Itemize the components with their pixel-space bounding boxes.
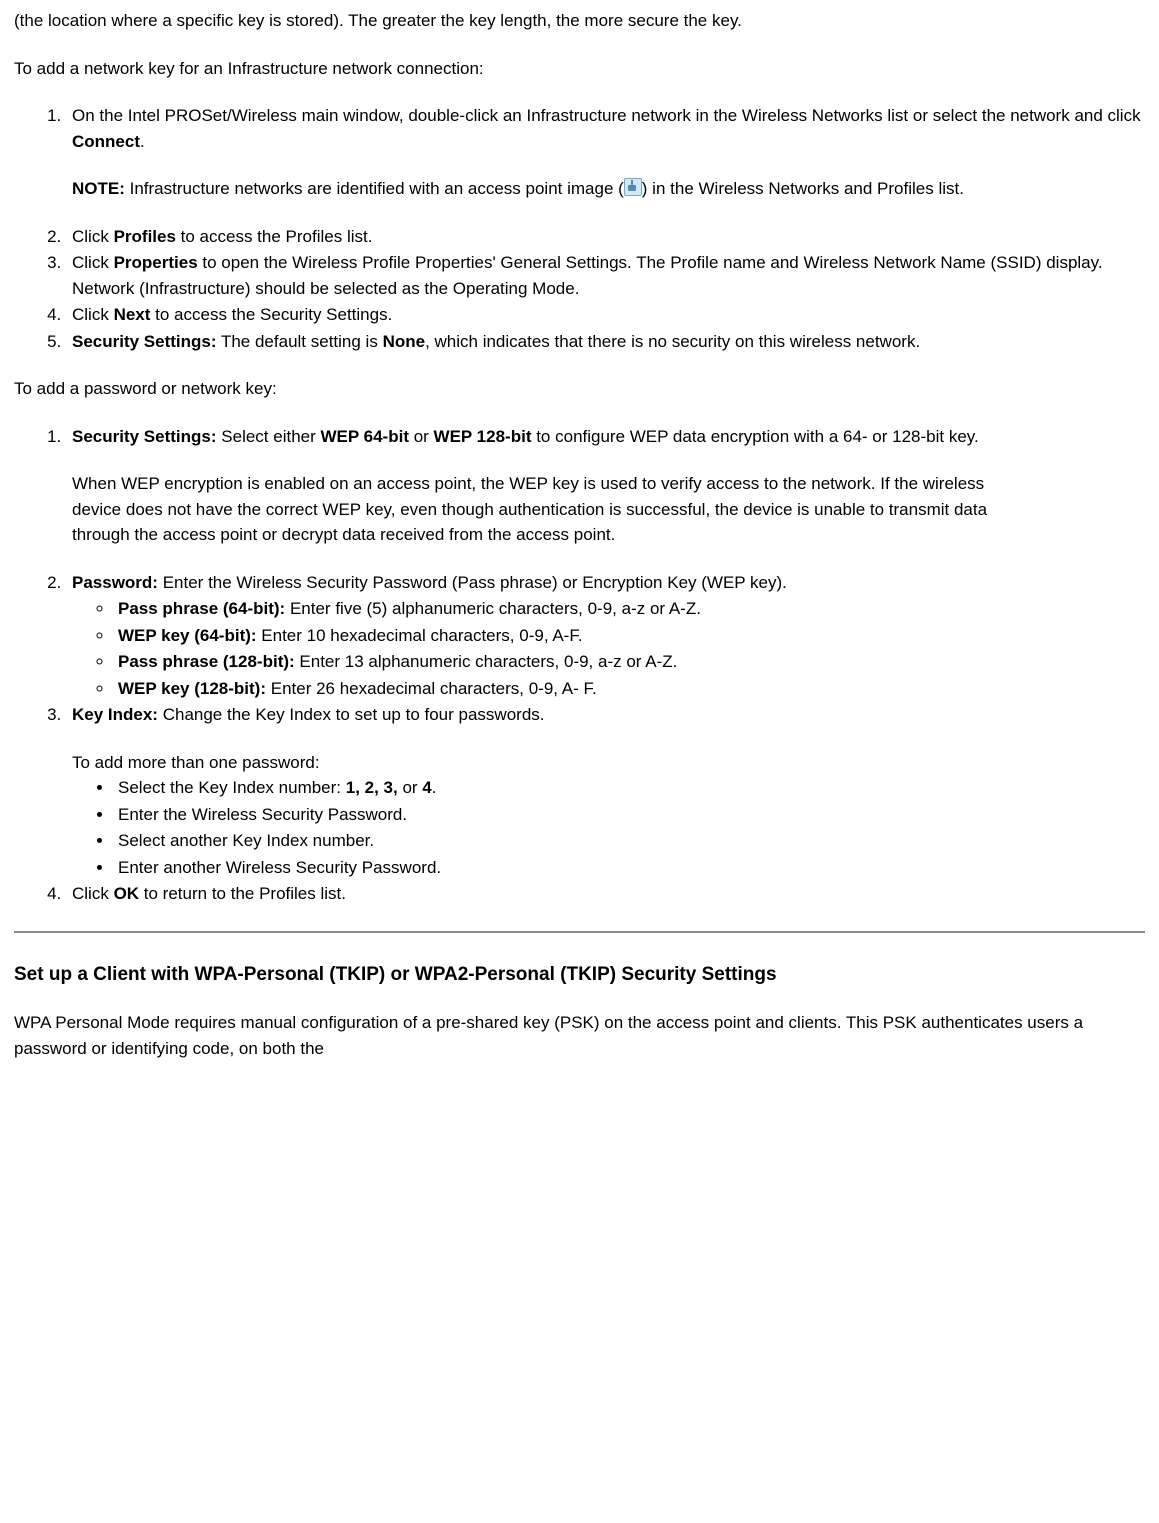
opt-wepkey-128: WEP key (128-bit): Enter 26 hexadecimal … xyxy=(114,676,1145,702)
infra-intro: To add a network key for an Infrastructu… xyxy=(14,56,1145,82)
opt-wepkey-64: WEP key (64-bit): Enter 10 hexadecimal c… xyxy=(114,623,1145,649)
pw-step-1-paragraph: When WEP encryption is enabled on an acc… xyxy=(72,471,992,548)
section-divider xyxy=(14,931,1145,933)
sub-enter-password: Enter the Wireless Security Password. xyxy=(114,802,1145,828)
opt-passphrase-128: Pass phrase (128-bit): Enter 13 alphanum… xyxy=(114,649,1145,675)
sub-enter-another: Enter another Wireless Security Password… xyxy=(114,855,1145,881)
intro-fragment: (the location where a specific key is st… xyxy=(14,8,1145,34)
pw-step-3-subintro: To add more than one password: xyxy=(72,750,1145,776)
infra-step-2: Click Profiles to access the Profiles li… xyxy=(66,224,1145,250)
infra-step-1-note: NOTE: Infrastructure networks are identi… xyxy=(72,176,1145,202)
infra-step-5: Security Settings: The default setting i… xyxy=(66,329,1145,355)
infra-step-3: Click Properties to open the Wireless Pr… xyxy=(66,250,1145,301)
sub-select-another: Select another Key Index number. xyxy=(114,828,1145,854)
pw-step-2: Password: Enter the Wireless Security Pa… xyxy=(66,570,1145,702)
access-point-icon xyxy=(624,178,642,196)
infra-step-4: Click Next to access the Security Settin… xyxy=(66,302,1145,328)
pw-step-3-sublist: Select the Key Index number: 1, 2, 3, or… xyxy=(72,775,1145,880)
pw-step-2-options: Pass phrase (64-bit): Enter five (5) alp… xyxy=(72,596,1145,701)
infra-steps-list: On the Intel PROSet/Wireless main window… xyxy=(14,103,1145,354)
opt-passphrase-64: Pass phrase (64-bit): Enter five (5) alp… xyxy=(114,596,1145,622)
password-intro: To add a password or network key: xyxy=(14,376,1145,402)
password-steps-list: Security Settings: Select either WEP 64-… xyxy=(14,424,1145,907)
infra-step-1: On the Intel PROSet/Wireless main window… xyxy=(66,103,1145,202)
pw-step-4: Click OK to return to the Profiles list. xyxy=(66,881,1145,907)
sub-select-keyindex: Select the Key Index number: 1, 2, 3, or… xyxy=(114,775,1145,801)
wpa-section-heading: Set up a Client with WPA-Personal (TKIP)… xyxy=(14,961,1145,989)
wpa-paragraph: WPA Personal Mode requires manual config… xyxy=(14,1010,1145,1061)
pw-step-1: Security Settings: Select either WEP 64-… xyxy=(66,424,1145,548)
pw-step-3: Key Index: Change the Key Index to set u… xyxy=(66,702,1145,880)
